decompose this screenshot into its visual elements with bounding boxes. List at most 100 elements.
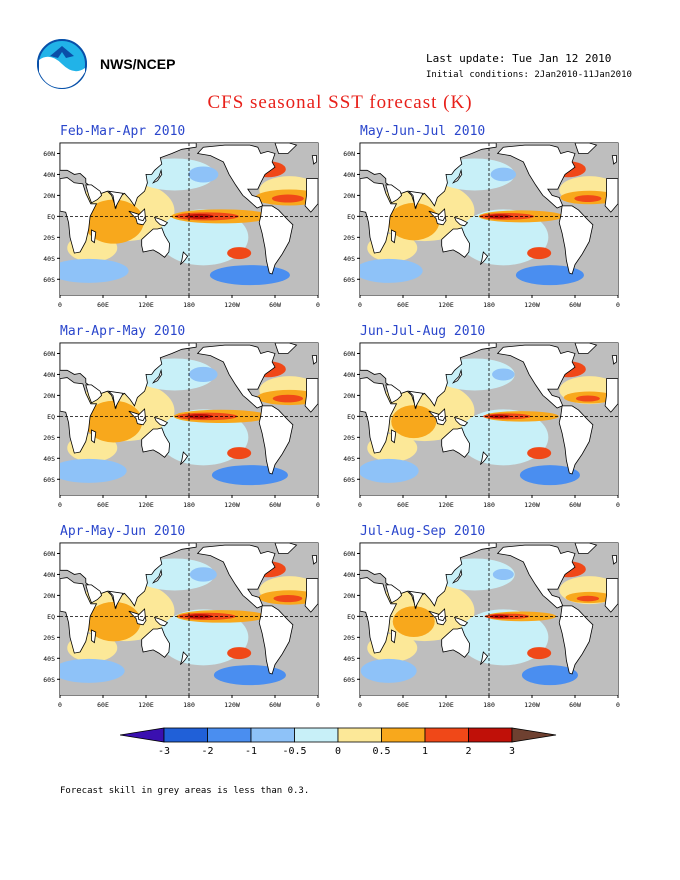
lon-label: 120W: [524, 501, 540, 509]
lon-label: 60E: [97, 301, 109, 309]
lon-label: 0: [58, 301, 62, 309]
panel-title-3: Mar-Apr-May 2010: [60, 324, 186, 339]
colorbar-label: 1: [422, 746, 428, 757]
lon-label: 180: [183, 701, 195, 709]
lon-label: 0: [616, 301, 620, 309]
warm-anomaly: [574, 195, 602, 202]
colorbar-segment: [337, 727, 382, 743]
lon-label: 120E: [438, 701, 454, 709]
lon-label: 60W: [569, 701, 581, 709]
land-africa: [604, 578, 618, 613]
lon-label: 120E: [138, 501, 154, 509]
nino-anomaly: [489, 414, 511, 419]
lat-label: 20N: [343, 392, 355, 400]
warm-anomaly: [272, 394, 304, 403]
land-borneo: [137, 608, 146, 622]
lat-label: 60S: [343, 276, 355, 284]
colorbar-segment: [207, 727, 252, 743]
cold-anomaly: [490, 167, 517, 182]
land-eurasia: [360, 543, 497, 610]
land-greenland: [574, 343, 598, 354]
land-africaE: [60, 577, 98, 654]
lon-label: 120W: [224, 501, 240, 509]
colorbar-label: 0.5: [372, 746, 390, 757]
lat-label: EQ: [47, 413, 55, 421]
lon-label: 120W: [224, 701, 240, 709]
land-madagascar: [91, 429, 97, 444]
footnote: Forecast skill in grey areas is less tha…: [60, 786, 310, 796]
lon-label: 120W: [224, 301, 240, 309]
warm-anomaly: [575, 395, 600, 402]
lat-label: 40N: [343, 571, 355, 579]
land-australia: [141, 227, 171, 258]
lat-label: 20N: [43, 192, 55, 200]
panel-title-5: Apr-May-Jun 2010: [60, 524, 186, 539]
land-india: [407, 190, 424, 210]
land-nz: [480, 451, 489, 465]
cold-anomaly: [213, 665, 286, 686]
lat-label: 40S: [343, 455, 355, 463]
lon-label: 180: [483, 501, 495, 509]
land-uk: [611, 355, 618, 365]
warm-anomaly: [85, 400, 143, 443]
anomaly-patch: [458, 409, 549, 466]
land-nz: [180, 651, 189, 665]
cold-anomaly: [60, 458, 127, 483]
lon-label: 0: [58, 701, 62, 709]
warm-anomaly: [227, 447, 252, 460]
land-nz: [480, 651, 489, 665]
lon-label: 0: [358, 501, 362, 509]
land-australia: [441, 227, 471, 258]
lon-label: 180: [483, 701, 495, 709]
lon-label: 60E: [397, 701, 409, 709]
land-madagascar: [91, 229, 97, 244]
sst-map-may-jun-jul: 60N 40N 20N EQ 20S 40S 60S 0 60E 120E 180 120W 60W 0: [343, 142, 620, 309]
land-greenland: [574, 143, 598, 154]
lat-label: 60N: [343, 550, 355, 558]
lon-label: 120E: [438, 301, 454, 309]
colorbar-segment: [468, 727, 513, 743]
land-eurasia: [360, 343, 497, 410]
land-greenland: [274, 543, 298, 554]
land-arabia: [85, 584, 103, 604]
colorbar: -3 -2 -1 -0.5 0 0.5 1 2 3: [120, 727, 557, 757]
lat-label: 60S: [43, 676, 55, 684]
lat-label: 40N: [43, 171, 55, 179]
lon-label: 0: [316, 501, 320, 509]
colorbar-label: -1: [245, 746, 257, 757]
land-nz: [180, 451, 189, 465]
land-africa: [304, 178, 318, 213]
land-japan: [452, 368, 463, 384]
land-africa: [304, 578, 318, 613]
cold-anomaly: [521, 665, 578, 686]
warm-anomaly: [391, 405, 437, 439]
lat-label: 40S: [43, 255, 55, 263]
lat-label: 20S: [343, 234, 355, 242]
land-arabia: [85, 384, 103, 404]
land-arabia: [385, 184, 403, 204]
sst-map-apr-may-jun: 60N 40N 20N EQ 20S 40S 60S 0 60E 120E 180 120W 60W 0: [43, 542, 320, 709]
warm-anomaly: [388, 202, 440, 241]
sst-map-mar-apr-may: 60N 40N 20N EQ 20S 40S 60S 0 60E 120E 180 120W 60W 0: [43, 342, 320, 509]
lat-label: 60N: [43, 350, 55, 358]
sst-map-jul-aug-sep: 60N 40N 20N EQ 20S 40S 60S 0 60E 120E 180 120W 60W 0: [343, 542, 620, 709]
cold-anomaly: [211, 465, 288, 486]
land-arabia: [85, 184, 103, 204]
land-madagascar: [391, 429, 397, 444]
warm-anomaly: [273, 594, 303, 603]
colorbar-segment: [424, 727, 469, 743]
land-uk: [311, 355, 318, 365]
lat-label: 20S: [43, 634, 55, 642]
lon-label: 180: [483, 301, 495, 309]
land-borneo: [437, 208, 446, 222]
lon-label: 120W: [524, 701, 540, 709]
land-eurasia: [60, 343, 197, 410]
land-uk: [311, 155, 318, 165]
last-update: Last update: Tue Jan 12 2010: [426, 52, 612, 65]
cold-anomaly: [209, 265, 290, 286]
warm-anomaly: [527, 647, 552, 660]
colorbar-segment: [163, 727, 208, 743]
land-americas: [496, 544, 594, 675]
land-australia: [141, 627, 171, 658]
cold-anomaly: [360, 658, 417, 683]
